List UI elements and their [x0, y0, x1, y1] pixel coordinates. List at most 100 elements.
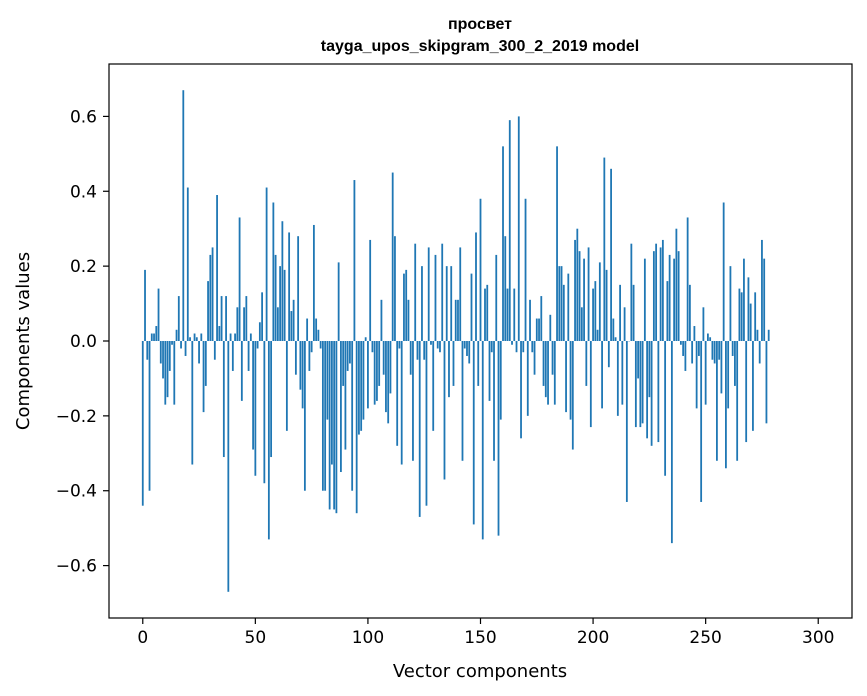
bar-50 — [254, 341, 257, 476]
bar-266 — [740, 292, 743, 341]
bar-73 — [306, 318, 309, 341]
bar-43 — [238, 217, 241, 341]
bar-106 — [380, 299, 383, 341]
bar-184 — [556, 146, 558, 341]
x-tick-label: 50 — [245, 628, 267, 648]
bar-221 — [639, 341, 642, 428]
bar-134 — [443, 341, 446, 480]
bar-202 — [596, 329, 599, 341]
bar-57 — [270, 341, 273, 458]
bar-180 — [547, 341, 549, 405]
bar-233 — [666, 281, 669, 341]
bar-158 — [497, 341, 500, 536]
bar-98 — [362, 341, 365, 420]
bar-111 — [391, 172, 394, 341]
bar-208 — [610, 168, 612, 341]
bar-186 — [560, 266, 563, 341]
y-tick-label: 0.6 — [70, 107, 97, 127]
bar-56 — [267, 341, 270, 540]
bar-175 — [535, 318, 538, 341]
bar-116 — [403, 273, 405, 341]
bar-99 — [364, 337, 367, 341]
bar-8 — [159, 341, 162, 364]
bar-38 — [227, 341, 230, 592]
bar-260 — [727, 341, 730, 409]
bar-63 — [283, 269, 286, 341]
bar-14 — [173, 341, 176, 405]
bar-22 — [191, 341, 194, 465]
bar-276 — [763, 258, 766, 341]
bar-78 — [317, 329, 320, 341]
bar-127 — [427, 247, 430, 341]
bar-187 — [562, 284, 565, 341]
bar-146 — [470, 273, 473, 341]
bar-89 — [342, 341, 345, 386]
bar-9 — [162, 341, 164, 379]
bar-181 — [549, 314, 552, 341]
bar-30 — [209, 254, 212, 341]
bar-58 — [272, 202, 275, 341]
bar-241 — [684, 341, 687, 371]
bar-20 — [186, 187, 189, 341]
bar-67 — [292, 299, 295, 341]
plot-frame — [108, 63, 853, 619]
bar-189 — [567, 273, 570, 341]
bar-79 — [319, 341, 322, 349]
bar-214 — [623, 307, 626, 341]
bar-0 — [141, 341, 144, 506]
bar-185 — [558, 266, 561, 341]
bar-101 — [369, 239, 372, 341]
bar-198 — [587, 247, 590, 341]
bar-172 — [529, 299, 531, 341]
bar-5 — [153, 333, 155, 341]
bar-174 — [533, 341, 536, 375]
bar-64 — [285, 341, 288, 431]
bar-251 — [707, 333, 709, 341]
bar-258 — [722, 202, 725, 341]
bar-36 — [222, 341, 225, 458]
bar-148 — [475, 232, 477, 341]
bar-91 — [346, 341, 349, 371]
bar-108 — [385, 341, 387, 413]
bar-100 — [367, 341, 369, 409]
x-tick-label: 0 — [137, 628, 148, 648]
bar-105 — [378, 341, 381, 386]
bar-278 — [767, 329, 770, 341]
bar-212 — [619, 284, 621, 341]
bar-169 — [522, 341, 525, 353]
bar-176 — [538, 318, 540, 341]
bar-34 — [218, 326, 221, 341]
bar-88 — [340, 341, 342, 473]
bar-76 — [312, 224, 315, 341]
bar-18 — [182, 90, 185, 341]
bar-129 — [432, 341, 435, 431]
bar-215 — [625, 341, 628, 502]
bar-275 — [761, 239, 763, 341]
bar-49 — [252, 341, 254, 450]
bar-145 — [468, 341, 471, 364]
y-tick-label: 0.0 — [70, 332, 97, 352]
bar-41 — [234, 333, 236, 341]
bar-110 — [389, 341, 392, 394]
bar-137 — [450, 266, 453, 341]
x-tick-label: 100 — [352, 628, 384, 648]
bar-130 — [434, 254, 437, 341]
bar-234 — [668, 254, 671, 341]
bar-166 — [515, 341, 518, 353]
y-tick-label: −0.2 — [56, 407, 97, 427]
bar-159 — [499, 341, 502, 420]
bar-177 — [540, 296, 543, 341]
bar-194 — [578, 251, 581, 341]
bar-59 — [274, 254, 277, 341]
bar-225 — [648, 341, 651, 398]
bar-244 — [691, 341, 694, 364]
bar-141 — [459, 247, 462, 341]
bar-95 — [355, 341, 358, 514]
bar-267 — [743, 258, 745, 341]
x-tick-label: 150 — [464, 628, 496, 648]
bar-10 — [164, 341, 167, 405]
bar-68 — [294, 341, 297, 375]
bar-262 — [731, 341, 734, 356]
bar-62 — [281, 221, 284, 341]
bar-191 — [571, 341, 574, 450]
